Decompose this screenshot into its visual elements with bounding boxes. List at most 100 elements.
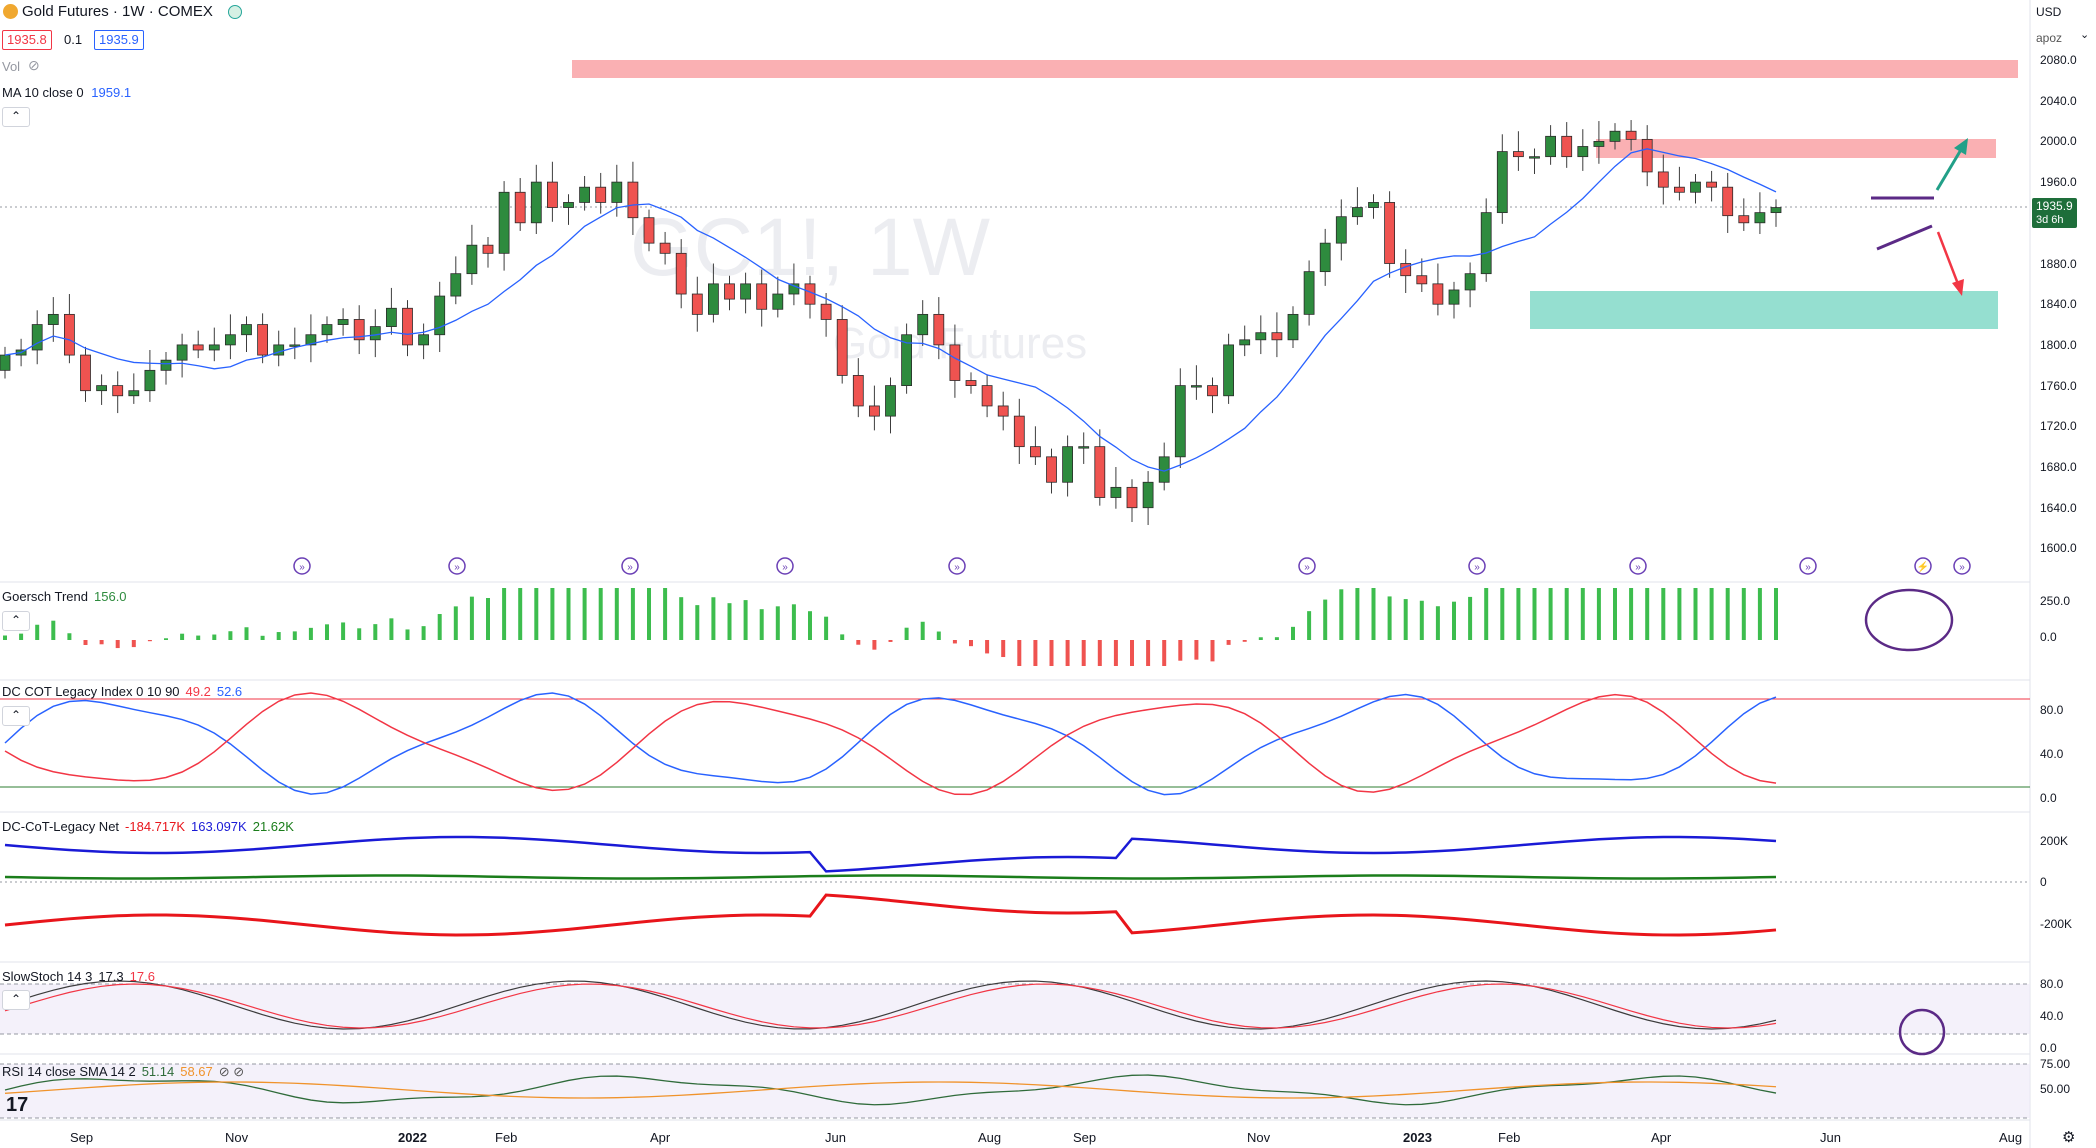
cot-net-label[interactable]: DC-CoT-Legacy Net -184.717K 163.097K 21.62K bbox=[2, 819, 294, 834]
chevron-up-icon: ⌃ bbox=[10, 109, 22, 123]
candle-body bbox=[514, 191, 526, 224]
lightning-icon: » bbox=[1805, 562, 1811, 573]
goersch-collapse-button[interactable]: ⌃ bbox=[2, 611, 30, 631]
candle-body bbox=[160, 359, 172, 371]
support-zone[interactable] bbox=[1530, 291, 1998, 329]
rsi-axis-75: 75.00 bbox=[2040, 1057, 2071, 1071]
event-marker-ring bbox=[448, 557, 466, 575]
currency-label[interactable]: USD bbox=[2036, 5, 2062, 19]
stoch-collapse-button[interactable]: ⌃ bbox=[2, 990, 30, 1010]
candle-body bbox=[1030, 446, 1041, 458]
candle-body bbox=[1239, 339, 1251, 346]
goersch-bar bbox=[147, 640, 152, 642]
goersch-bar bbox=[920, 621, 925, 640]
event-marker-ring bbox=[621, 557, 639, 575]
collapse-legend-button[interactable]: ⌃ bbox=[2, 107, 30, 127]
goersch-bar bbox=[83, 640, 88, 645]
stoch-highlight-circle[interactable] bbox=[1898, 1008, 1946, 1056]
goersch-bar bbox=[1371, 588, 1376, 640]
candle-body bbox=[836, 319, 848, 376]
stoch-label[interactable]: SlowStoch 14 3 17.3 17.6 bbox=[2, 969, 155, 984]
goersch-bar bbox=[502, 588, 507, 640]
ask-price-box[interactable]: 1935.9 bbox=[94, 30, 144, 50]
goersch-bar bbox=[582, 588, 587, 640]
goersch-bar bbox=[1725, 588, 1730, 640]
arrow-down-red[interactable] bbox=[1936, 231, 1964, 296]
bid-price-box[interactable]: 1935.8 bbox=[2, 30, 52, 50]
event-marker-ring bbox=[1298, 557, 1316, 575]
ma-label[interactable]: MA 10 close 0 1959.1 bbox=[2, 85, 131, 100]
goersch-bar bbox=[437, 614, 442, 640]
event-marker-ring bbox=[1914, 557, 1932, 575]
goersch-bar bbox=[1355, 588, 1360, 640]
goersch-highlight-circle[interactable] bbox=[1864, 588, 1954, 652]
goersch-bar bbox=[1210, 640, 1215, 662]
goersch-bar bbox=[1113, 640, 1118, 666]
symbol-logo-icon bbox=[3, 4, 18, 19]
candle-body bbox=[708, 283, 719, 315]
resistance-zone-top[interactable] bbox=[572, 60, 2018, 78]
candle-body bbox=[1529, 156, 1540, 159]
goersch-bar bbox=[1468, 596, 1473, 640]
candle-body bbox=[1480, 212, 1492, 275]
cot-index-blue-line bbox=[4, 692, 1777, 796]
chevron-down-icon[interactable]: ⌄ bbox=[2080, 29, 2090, 41]
arrow-up-green[interactable] bbox=[1935, 138, 1968, 191]
rsi-name: RSI 14 close SMA 14 2 bbox=[2, 1064, 136, 1079]
event-marker-icon: ⚡ bbox=[1914, 557, 1932, 575]
event-marker-icon: » bbox=[621, 557, 639, 575]
goersch-bar bbox=[1596, 588, 1601, 640]
goersch-bar bbox=[35, 624, 40, 640]
triangle-lower-line[interactable] bbox=[1876, 224, 1933, 251]
resistance-zone-mid[interactable] bbox=[1596, 139, 1996, 158]
cot-index-label[interactable]: DC COT Legacy Index 0 10 90 49.2 52.6 bbox=[2, 684, 242, 699]
chevron-up-icon: ⌃ bbox=[10, 992, 22, 1006]
candle-body bbox=[1754, 212, 1766, 224]
cot-index-collapse-button[interactable]: ⌃ bbox=[2, 706, 30, 726]
tradingview-logo-icon[interactable]: 17 bbox=[6, 1094, 29, 1116]
goersch-bar bbox=[164, 638, 168, 640]
unit-label[interactable]: apoz bbox=[2036, 31, 2063, 45]
goersch-bar bbox=[228, 631, 233, 640]
candle-body bbox=[1400, 263, 1412, 277]
goersch-bar bbox=[1178, 640, 1183, 661]
chart-title[interactable]: Gold Futures · 1W · COMEX bbox=[22, 3, 213, 20]
settings-icon[interactable]: ⚙ bbox=[2062, 1129, 2076, 1146]
event-markers[interactable]: » » » » » » » » » ⚡ » bbox=[293, 557, 1971, 575]
cot-net-axis-200k: 200K bbox=[2040, 834, 2069, 848]
eye-off-icon[interactable]: ⊘ ⊘ bbox=[218, 1064, 245, 1079]
volume-label[interactable]: Vol bbox=[2, 59, 21, 74]
goersch-bar bbox=[1226, 640, 1231, 645]
candle-body bbox=[1496, 151, 1508, 214]
candle-body bbox=[949, 344, 961, 381]
candle-body bbox=[579, 186, 590, 203]
cot-net-green-line bbox=[4, 874, 1777, 880]
candle-body bbox=[144, 369, 156, 392]
price-axis-tick: 2000.0 bbox=[2040, 134, 2077, 149]
candle-body bbox=[1577, 146, 1589, 158]
rsi-label[interactable]: RSI 14 close SMA 14 2 51.14 58.67 ⊘ ⊘ bbox=[2, 1064, 244, 1080]
event-marker-icon: » bbox=[1799, 557, 1817, 575]
candle-body bbox=[112, 385, 124, 397]
goersch-bar bbox=[1757, 588, 1762, 640]
candle-body bbox=[1722, 186, 1734, 217]
candle-body bbox=[1738, 215, 1750, 224]
ma-value: 1959.1 bbox=[91, 85, 132, 100]
goersch-bar bbox=[421, 626, 426, 640]
time-axis-label: Feb bbox=[1498, 1130, 1521, 1145]
goersch-bar bbox=[743, 600, 748, 640]
candle-body bbox=[482, 244, 494, 254]
goersch-bar bbox=[1065, 640, 1070, 666]
candle-body bbox=[1609, 130, 1621, 142]
goersch-bar bbox=[952, 640, 957, 644]
lightning-icon: » bbox=[1959, 562, 1965, 573]
candle-body bbox=[305, 334, 317, 346]
lightning-icon: » bbox=[1474, 562, 1480, 573]
goersch-bar bbox=[1774, 588, 1778, 640]
time-axis-label: Sep bbox=[70, 1130, 94, 1145]
goersch-label[interactable]: Goersch Trend 156.0 bbox=[2, 589, 127, 604]
lightning-icon: » bbox=[782, 562, 788, 573]
eye-off-icon[interactable]: ⊘ bbox=[28, 57, 40, 73]
goersch-bar bbox=[1613, 588, 1617, 640]
goersch-bar bbox=[727, 603, 732, 640]
